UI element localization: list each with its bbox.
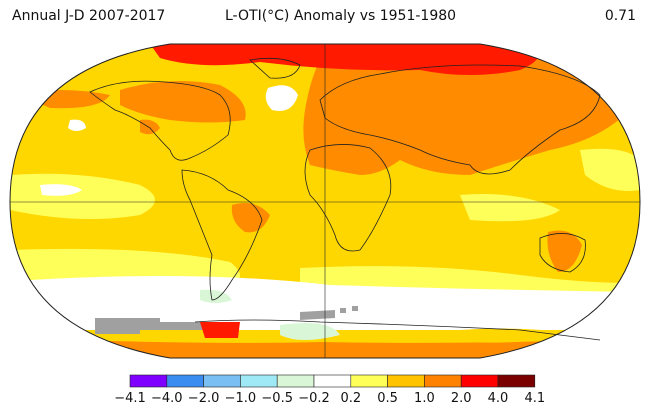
legend-swatch — [313, 374, 352, 388]
legend-swatch — [203, 374, 241, 388]
legend-tick-label: −2.0 — [188, 391, 220, 406]
antarctic-interior-warm — [20, 338, 640, 358]
globe-outline — [9, 43, 641, 359]
global-mean-value: 0.71 — [604, 8, 636, 24]
period-label: Annual J-D 2007-2017 — [12, 8, 166, 24]
legend-swatch — [240, 374, 278, 388]
legend-swatch — [129, 374, 168, 388]
legend-tick-label: 0.2 — [340, 391, 361, 406]
legend-swatch — [350, 374, 388, 388]
coastlines — [89, 57, 601, 341]
coast-south-america — [181, 169, 263, 301]
legend-tick-labels: −4.1 −4.0 −2.0 −1.0 −0.5 −0.2 0.2 0.5 1.0 2.0 4.0 4… — [114, 391, 545, 406]
ocean-band-west-pacific — [580, 148, 640, 191]
legend-tick-label: −0.2 — [298, 391, 330, 406]
north-atlantic-cold-patch — [265, 85, 298, 111]
coast-north-america — [89, 80, 231, 161]
legend-swatches — [129, 374, 536, 388]
legend-tick-label: 1.0 — [414, 391, 435, 406]
anomaly-map — [9, 43, 641, 359]
legend-swatch — [424, 374, 462, 388]
drake-passage-cool-spot — [200, 289, 232, 303]
east-antarctic-yellow — [460, 328, 570, 343]
legend-swatch — [460, 374, 499, 388]
coast-africa — [304, 144, 392, 252]
legend-tick-label: 0.5 — [377, 391, 398, 406]
north-america-warm — [120, 81, 246, 123]
map-title: L-OTI(°C) Anomaly vs 1951-1980 — [225, 8, 457, 24]
coast-greenland — [249, 57, 301, 79]
north-pacific-cold-patch — [68, 119, 86, 131]
missing-data-spot-a — [340, 308, 346, 313]
legend-swatch — [387, 374, 425, 388]
legend-tick-label: −0.5 — [261, 391, 293, 406]
legend-tick-label: 4.1 — [524, 391, 545, 406]
missing-data-spot-b — [352, 306, 358, 311]
gulf-warm-spot — [140, 119, 160, 135]
australia-warm — [547, 230, 582, 272]
legend-tick-label: −4.0 — [151, 391, 183, 406]
ocean-band-indian — [460, 194, 560, 222]
legend-swatch — [497, 374, 536, 388]
legend-tick-label: −1.0 — [225, 391, 257, 406]
legend-swatch — [166, 374, 204, 388]
coast-antarctica — [194, 319, 601, 341]
legend-tick-label: −4.1 — [114, 391, 146, 406]
arctic-red-band — [150, 44, 541, 75]
legend-tick-label: 4.0 — [488, 391, 509, 406]
eurasia-africa-warm — [303, 53, 630, 175]
coast-eurasia — [319, 64, 601, 175]
legend-tick-label: 2.0 — [451, 391, 472, 406]
antarctic-peninsula-warm — [200, 322, 240, 338]
southern-ocean-cold-band — [30, 276, 640, 330]
coast-australia — [539, 233, 586, 273]
missing-data-weddell — [300, 310, 335, 320]
legend-swatch — [276, 374, 315, 388]
east-pacific-cold-patch — [40, 184, 82, 196]
